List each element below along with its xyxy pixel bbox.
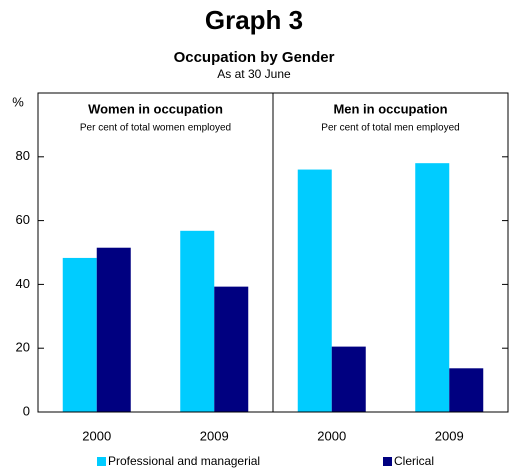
y-tick-label: 80: [16, 148, 30, 163]
bar: [297, 169, 332, 412]
bar: [214, 286, 249, 412]
bar: [331, 346, 366, 412]
y-tick-label: 20: [16, 340, 30, 355]
bar: [180, 230, 215, 412]
legend-swatch: [383, 457, 392, 466]
bar: [415, 163, 450, 412]
panel-subtitle: Per cent of total women employed: [80, 123, 231, 134]
bar: [96, 247, 131, 412]
bar: [449, 368, 484, 412]
y-tick-label: 60: [16, 212, 30, 227]
panel-subtitle: Per cent of total men employed: [321, 123, 459, 134]
y-tick-label: 0: [23, 403, 30, 418]
x-tick-label: 2009: [200, 428, 229, 443]
legend-label: Clerical: [394, 454, 434, 468]
panel-title: Women in occupation: [88, 101, 223, 116]
x-tick-label: 2000: [317, 428, 346, 443]
legend-label: Professional and managerial: [108, 454, 260, 468]
chart-subtitle: Occupation by Gender: [174, 49, 335, 66]
legend-swatch: [97, 457, 106, 466]
chart-note: As at 30 June: [217, 67, 291, 81]
x-tick-label: 2000: [82, 428, 111, 443]
plot-frame: [37, 92, 509, 413]
y-tick-label: 40: [16, 276, 30, 291]
chart-title: Graph 3: [205, 5, 303, 35]
x-tick-label: 2009: [435, 428, 464, 443]
y-axis-label: %: [12, 94, 24, 109]
panel-title: Men in occupation: [333, 101, 447, 116]
bar: [62, 257, 97, 412]
